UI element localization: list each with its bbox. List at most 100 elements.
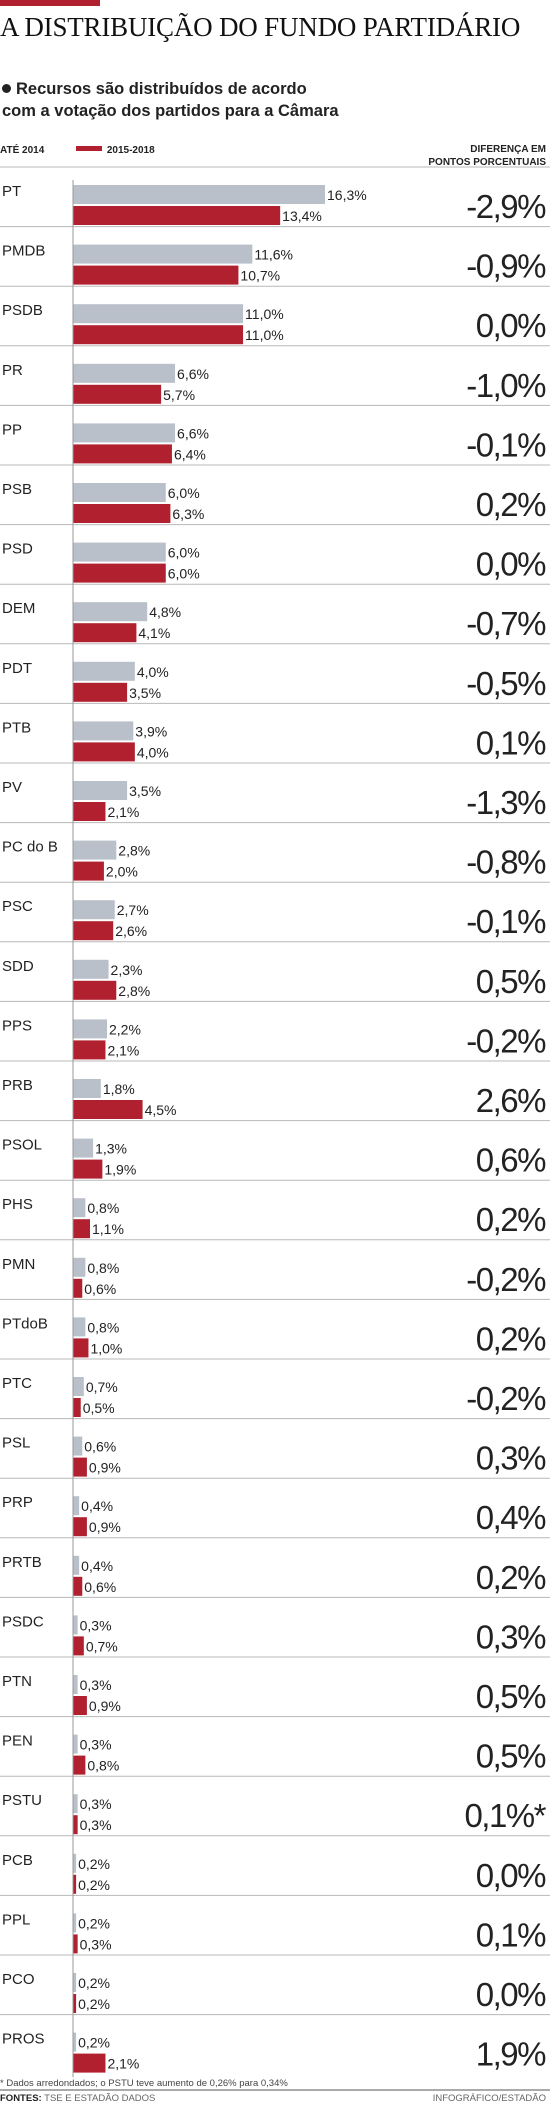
bar-ate-2014-pr xyxy=(73,363,176,383)
value-label-2015-2018-ptn: 0,9% xyxy=(89,1698,121,1714)
party-label-pps: PPS xyxy=(2,1017,32,1034)
value-label-ate-2014-pco: 0,2% xyxy=(78,1975,110,1991)
difference-psc: -0,1% xyxy=(466,903,546,940)
bar-2015-2018-ptb xyxy=(73,742,135,762)
bar-2015-2018-pmn xyxy=(73,1278,83,1298)
party-label-psc: PSC xyxy=(2,898,33,915)
subtitle-line-1: Recursos são distribuídos de acordo xyxy=(16,80,307,98)
value-label-ate-2014-pstu: 0,3% xyxy=(80,1796,112,1812)
bar-2015-2018-psc xyxy=(73,921,114,941)
bar-2015-2018-dem xyxy=(73,623,137,643)
subtitle-line-2: com a votação dos partidos para a Câmara xyxy=(2,102,339,120)
value-label-2015-2018-ptdob: 1,0% xyxy=(90,1340,122,1356)
value-label-2015-2018-pc-do-b: 2,0% xyxy=(106,864,138,880)
value-label-2015-2018-psdc: 0,7% xyxy=(86,1638,118,1654)
bar-ate-2014-dem xyxy=(73,602,148,622)
bar-2015-2018-prtb xyxy=(73,1576,83,1596)
value-label-ate-2014-psc: 2,7% xyxy=(117,902,149,918)
value-label-2015-2018-pcb: 0,2% xyxy=(78,1877,110,1893)
bar-ate-2014-ppl xyxy=(73,1913,77,1933)
difference-ppl: 0,1% xyxy=(476,1916,546,1953)
difference-pen: 0,5% xyxy=(476,1738,546,1775)
bar-ate-2014-ptn xyxy=(73,1675,78,1694)
value-label-ate-2014-ptc: 0,7% xyxy=(86,1379,118,1395)
value-label-2015-2018-psdb: 11,0% xyxy=(245,327,284,343)
value-label-2015-2018-ptc: 0,5% xyxy=(83,1400,115,1416)
difference-pmdb: -0,9% xyxy=(466,248,546,285)
difference-pros: 1,9% xyxy=(476,2036,546,2073)
bar-2015-2018-psd xyxy=(73,563,166,583)
bar-ate-2014-ptc xyxy=(73,1377,84,1396)
bar-2015-2018-psdc xyxy=(73,1636,84,1656)
bar-2015-2018-psb xyxy=(73,504,171,523)
value-label-2015-2018-pmdb: 10,7% xyxy=(240,268,280,284)
difference-pp: -0,1% xyxy=(466,426,546,463)
value-label-ate-2014-pc-do-b: 2,8% xyxy=(118,843,150,859)
bar-2015-2018-pps xyxy=(73,1040,106,1060)
value-label-2015-2018-phs: 1,1% xyxy=(92,1221,124,1237)
bar-ate-2014-pmdb xyxy=(73,244,253,264)
bar-2015-2018-pcb xyxy=(73,1874,77,1894)
value-label-ate-2014-psol: 1,3% xyxy=(95,1141,127,1157)
bar-2015-2018-pros xyxy=(73,2053,106,2073)
bar-2015-2018-pstu xyxy=(73,1815,78,1835)
credit: INFOGRÁFICO/ESTADÃO xyxy=(432,2093,546,2104)
value-label-2015-2018-sdd: 2,8% xyxy=(118,983,150,999)
bar-2015-2018-pco xyxy=(73,1994,77,2013)
value-label-2015-2018-dem: 4,1% xyxy=(138,625,170,641)
bar-ate-2014-prp xyxy=(73,1496,80,1516)
party-label-psol: PSOL xyxy=(2,1137,42,1154)
value-label-2015-2018-pco: 0,2% xyxy=(78,1996,110,2012)
value-label-ate-2014-pt: 16,3% xyxy=(327,187,367,203)
difference-pr: -1,0% xyxy=(466,367,546,404)
bar-ate-2014-ptb xyxy=(73,721,134,741)
party-label-pc-do-b: PC do B xyxy=(2,839,58,856)
difference-pcb: 0,0% xyxy=(476,1857,546,1894)
value-label-ate-2014-ptn: 0,3% xyxy=(80,1677,112,1693)
difference-prtb: 0,2% xyxy=(476,1559,546,1596)
difference-pps: -0,2% xyxy=(466,1022,546,1059)
value-label-2015-2018-psol: 1,9% xyxy=(104,1162,136,1178)
value-label-ate-2014-prtb: 0,4% xyxy=(81,1558,113,1574)
value-label-2015-2018-pen: 0,8% xyxy=(87,1758,119,1774)
value-label-ate-2014-ppl: 0,2% xyxy=(78,1915,110,1931)
accent-bar xyxy=(0,0,100,6)
page-title: A DISTRIBUIÇÃO DO FUNDO PARTIDÁRIO xyxy=(0,12,521,42)
legend: ATÉ 2014 2015-2018 xyxy=(0,145,155,156)
value-label-2015-2018-prp: 0,9% xyxy=(89,1519,121,1535)
value-label-2015-2018-pt: 13,4% xyxy=(282,208,322,224)
party-label-pmn: PMN xyxy=(2,1256,35,1273)
value-label-ate-2014-dem: 4,8% xyxy=(149,604,181,620)
bar-ate-2014-phs xyxy=(73,1198,86,1218)
value-label-ate-2014-ptdob: 0,8% xyxy=(87,1319,119,1335)
bar-ate-2014-pmn xyxy=(73,1257,86,1277)
party-label-prtb: PRTB xyxy=(2,1554,42,1571)
bar-ate-2014-pp xyxy=(73,423,176,443)
difference-ptn: 0,5% xyxy=(476,1678,546,1715)
bar-ate-2014-pen xyxy=(73,1734,78,1754)
bar-2015-2018-pv xyxy=(73,802,106,821)
bar-2015-2018-ptc xyxy=(73,1398,81,1417)
bar-ate-2014-pc-do-b xyxy=(73,840,117,860)
bar-ate-2014-pcb xyxy=(73,1853,77,1873)
value-label-ate-2014-prb: 1,8% xyxy=(103,1081,135,1097)
party-label-pros: PROS xyxy=(2,2031,45,2048)
bar-2015-2018-sdd xyxy=(73,980,117,1000)
value-label-ate-2014-psdb: 11,0% xyxy=(245,306,284,322)
value-label-ate-2014-phs: 0,8% xyxy=(87,1200,119,1216)
bar-2015-2018-pc-do-b xyxy=(73,861,104,881)
value-label-ate-2014-pv: 3,5% xyxy=(129,783,161,799)
value-label-2015-2018-psb: 6,3% xyxy=(172,506,204,522)
party-label-psdc: PSDC xyxy=(2,1613,44,1630)
value-label-ate-2014-pr: 6,6% xyxy=(177,366,209,382)
footnote: * Dados arredondados; o PSTU teve aument… xyxy=(0,2078,288,2089)
bar-ate-2014-psc xyxy=(73,900,115,920)
value-label-ate-2014-psdc: 0,3% xyxy=(80,1617,112,1633)
bar-ate-2014-pps xyxy=(73,1019,108,1039)
party-label-ptn: PTN xyxy=(2,1673,32,1690)
party-label-phs: PHS xyxy=(2,1196,33,1213)
party-label-pstu: PSTU xyxy=(2,1792,42,1809)
value-label-ate-2014-psb: 6,0% xyxy=(168,485,200,501)
difference-prb: 2,6% xyxy=(476,1082,546,1119)
